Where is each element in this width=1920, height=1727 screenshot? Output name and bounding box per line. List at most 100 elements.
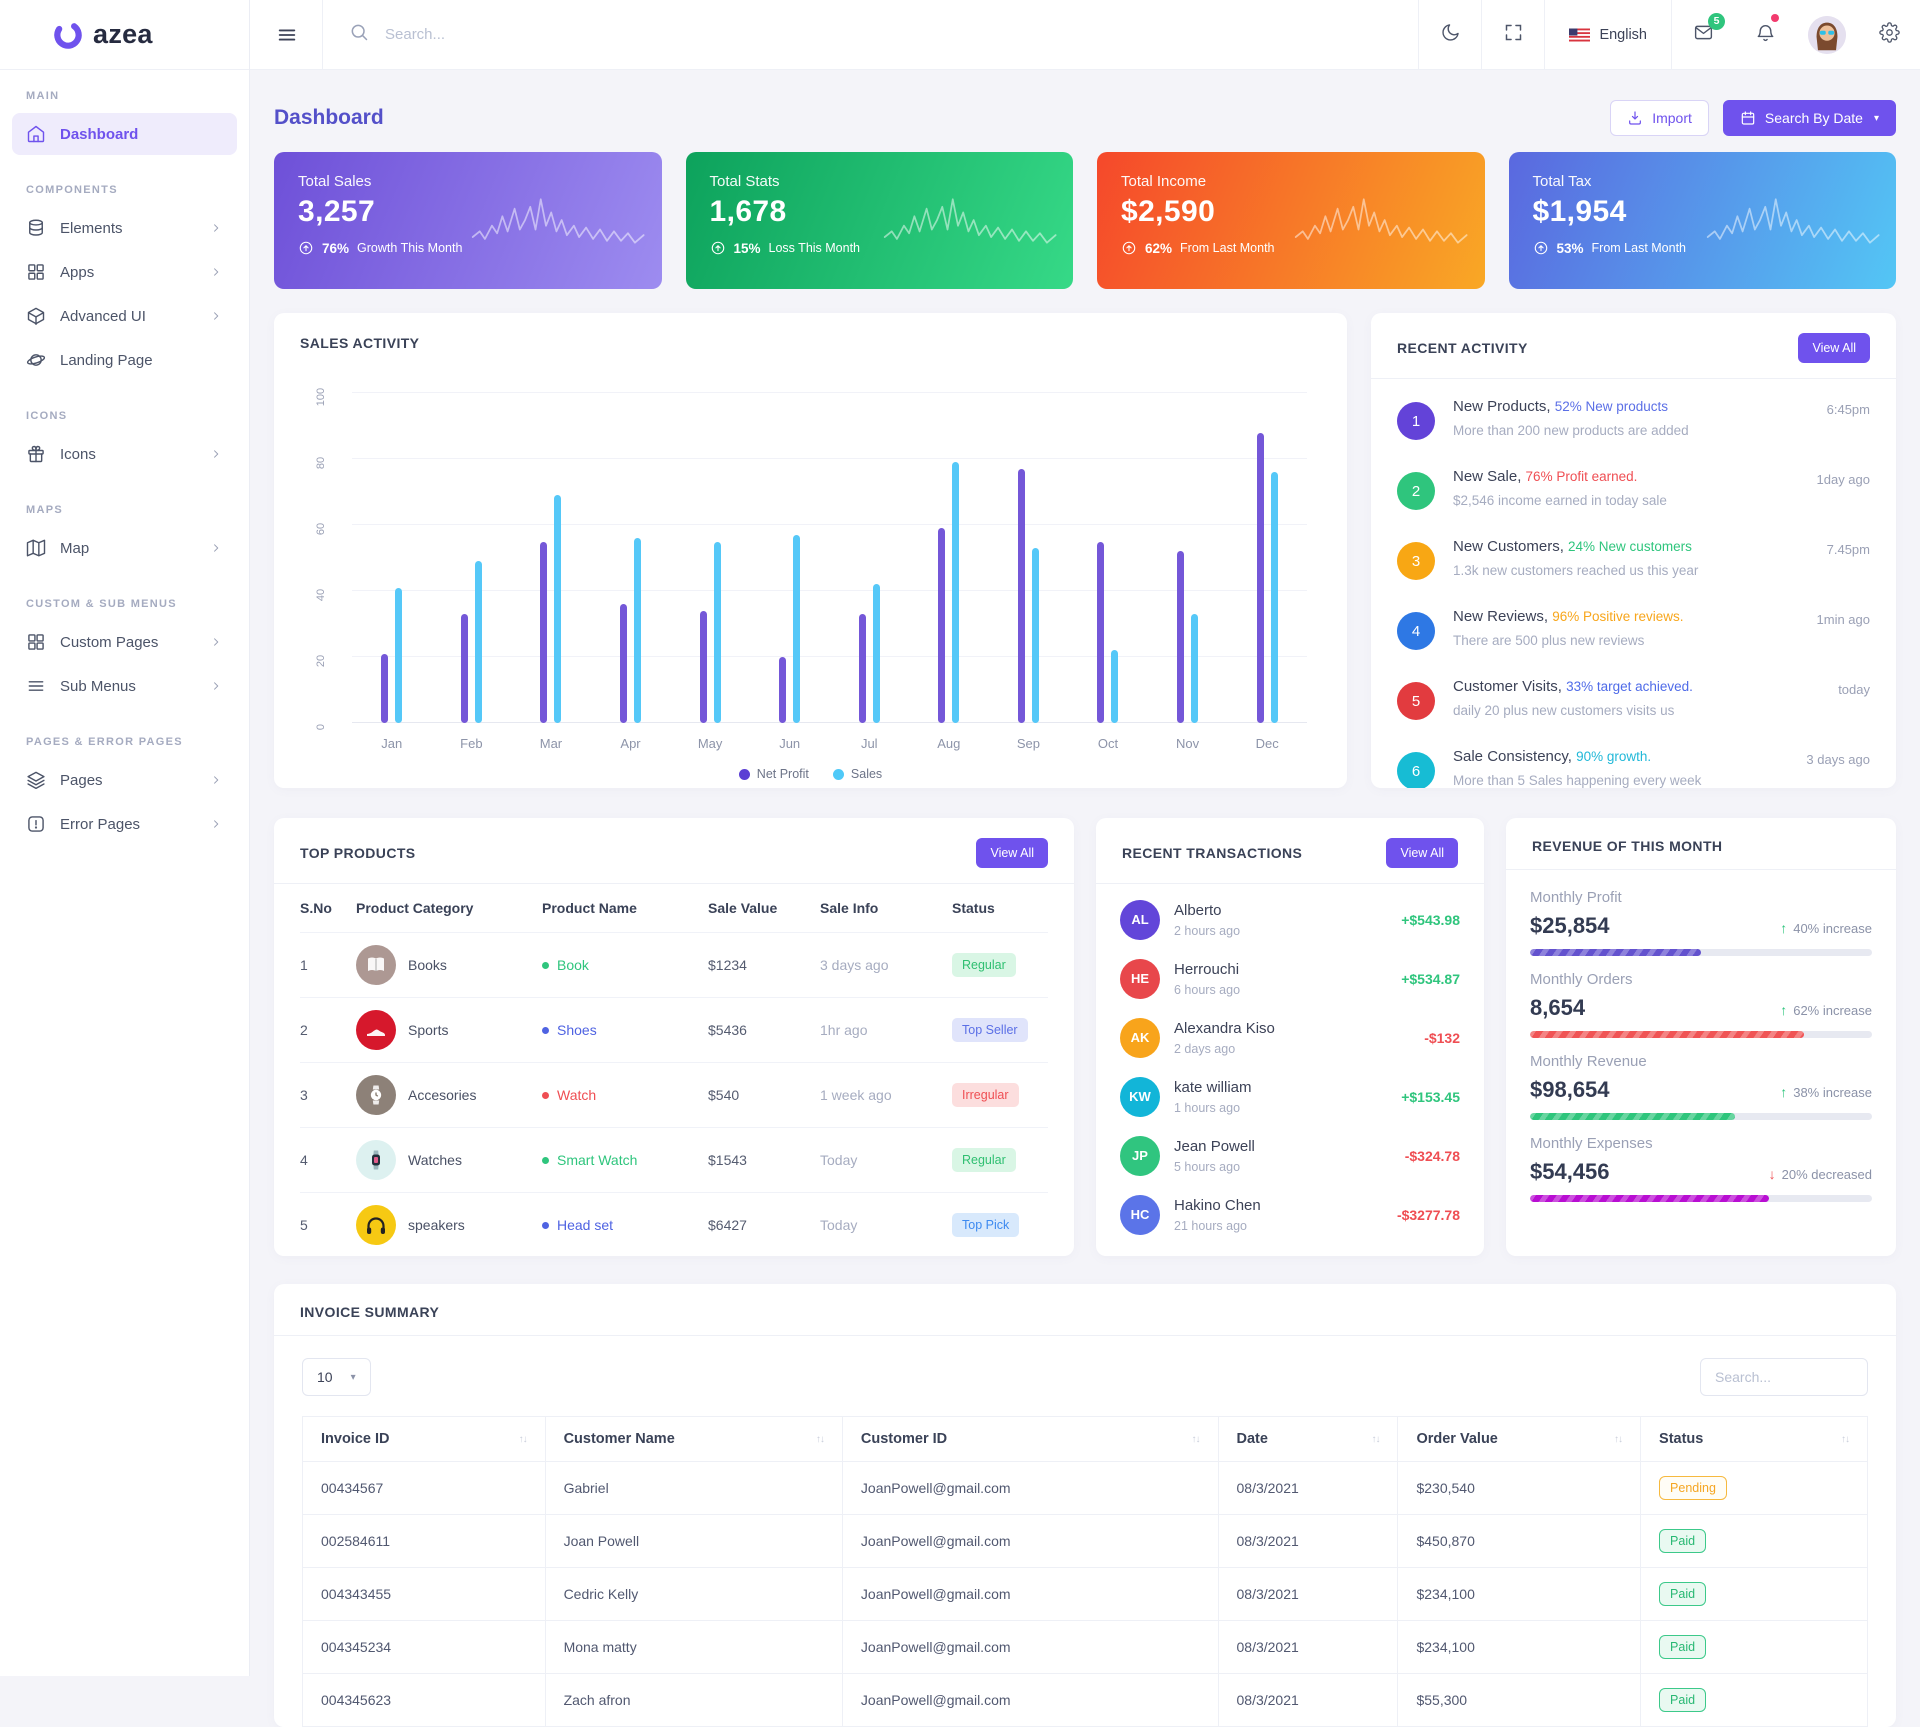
bar-net-profit [1017, 468, 1025, 723]
page-title: Dashboard [274, 106, 384, 129]
x-axis-label: Sep [1016, 736, 1040, 751]
stat-card-value: $1,954 [1532, 195, 1627, 228]
fullscreen-button[interactable] [1482, 0, 1544, 70]
sidebar-item-elements[interactable]: Elements [12, 207, 237, 249]
activity-item[interactable]: 2 New Sale, 76% Profit earned. $2,546 inco… [1397, 454, 1870, 524]
transaction-amount: -$132 [1424, 1029, 1460, 1046]
product-name-label: Book [557, 957, 589, 973]
transaction-item[interactable]: AL Alberto 2 hours ago +$543.98 [1120, 890, 1460, 949]
product-sale-value: $540 [708, 1087, 740, 1103]
transaction-time: 2 hours ago [1174, 923, 1241, 938]
page-size-select[interactable]: 10 ▾ [302, 1358, 371, 1396]
sidebar-item-landing-page[interactable]: Landing Page [12, 339, 237, 381]
date-cell: 08/3/2021 [1217, 1673, 1399, 1727]
sparkline [471, 188, 645, 254]
revenue-month-panel: REVENUE OF THIS MONTH Monthly Profit $25,… [1506, 818, 1896, 1256]
bar-net-profit [1177, 551, 1185, 723]
column-header-label: Status [1659, 1431, 1704, 1447]
activity-item[interactable]: 5 Customer Visits, 33% target achieved. da… [1397, 664, 1870, 734]
product-category: Books [356, 945, 542, 985]
settings-button[interactable] [1858, 0, 1920, 70]
sidebar-item-dashboard[interactable]: Dashboard [12, 113, 237, 155]
bar-net-profit [460, 614, 468, 723]
transaction-item[interactable]: HE Herrouchi 6 hours ago +$534.87 [1120, 949, 1460, 1008]
transaction-item[interactable]: HC Hakino Chen 21 hours ago -$3277.78 [1120, 1185, 1460, 1244]
product-name-link[interactable]: Watch [542, 1087, 708, 1103]
revenue-change-text: 62% increase [1793, 1002, 1872, 1018]
search-by-date-button[interactable]: Search By Date ▾ [1722, 100, 1896, 136]
dark-mode-toggle[interactable] [1419, 0, 1481, 70]
progress-track [1530, 949, 1872, 956]
smartwatch-icon [356, 1140, 396, 1180]
revenue-change: ↑ 38% increase [1780, 1084, 1872, 1100]
sparkline [1294, 188, 1468, 254]
transaction-item[interactable]: AK Alexandra Kiso 2 days ago -$132 [1120, 1008, 1460, 1067]
recent-transactions-view-all-button[interactable]: View All [1386, 838, 1458, 868]
sidebar-item-icons[interactable]: Icons [12, 433, 237, 475]
sortable-column-header[interactable]: Customer ID ↑↓ [841, 1416, 1219, 1462]
activity-item[interactable]: 3 New Customers, 24% New customers 1.3k ne… [1397, 524, 1870, 594]
product-sale-info: Today [820, 1217, 858, 1233]
sortable-column-header[interactable]: Date ↑↓ [1217, 1416, 1399, 1462]
sidebar-item-custom-pages[interactable]: Custom Pages [12, 621, 237, 663]
sortable-column-header[interactable]: Invoice ID ↑↓ [302, 1416, 546, 1462]
activity-title-text: Sale Consistency, [1453, 748, 1577, 765]
order-value-cell: $450,870 [1397, 1514, 1642, 1568]
activity-item[interactable]: 1 New Products, 52% New products More than… [1397, 384, 1870, 454]
stat-card-label: Total Stats [709, 173, 780, 190]
activity-title: New Sale, 76% Profit earned. [1453, 468, 1799, 485]
sidebar-item-apps[interactable]: Apps [12, 251, 237, 293]
table-row: 3 Accesories Watch $540 1 week ago Irregular [300, 1062, 1048, 1127]
brand-name: azea [93, 19, 153, 49]
sidebar-section-label: MAIN [26, 90, 60, 102]
activity-number-badge: 3 [1397, 542, 1435, 580]
sortable-column-header[interactable]: Order Value ↑↓ [1397, 1416, 1642, 1462]
revenue-line: 8,654 ↑ 62% increase [1530, 995, 1872, 1021]
notification-dot [1771, 13, 1779, 22]
x-axis-label: Dec [1255, 736, 1279, 751]
bar-sales [952, 462, 960, 723]
recent-activity-view-all-button[interactable]: View All [1798, 333, 1870, 363]
sidebar-item-error-pages[interactable]: Error Pages [12, 803, 237, 845]
top-products-view-all-button[interactable]: View All [976, 838, 1048, 868]
product-name-link[interactable]: Shoes [542, 1022, 708, 1038]
activity-item[interactable]: 4 New Reviews, 96% Positive reviews. There… [1397, 594, 1870, 664]
revenue-row: Monthly Orders 8,654 ↑ 62% increase [1530, 971, 1872, 1038]
sortable-column-header[interactable]: Customer Name ↑↓ [544, 1416, 843, 1462]
import-button[interactable]: Import [1610, 100, 1709, 136]
sidebar-item-map[interactable]: Map [12, 527, 237, 569]
notifications-button[interactable] [1734, 0, 1796, 70]
revenue-change-text: 20% decreased [1781, 1166, 1872, 1182]
product-category-label: Accesories [408, 1087, 477, 1103]
sidebar-item-pages[interactable]: Pages [12, 759, 237, 801]
activity-highlight: 52% New products [1554, 399, 1669, 414]
activity-title: Sale Consistency, 90% growth. [1453, 748, 1788, 765]
divider [1544, 0, 1546, 70]
brand[interactable]: azea [0, 0, 249, 70]
sortable-column-header[interactable]: Status ↑↓ [1640, 1416, 1868, 1462]
sidebar-item-sub-menus[interactable]: Sub Menus [12, 665, 237, 707]
product-name-link[interactable]: Smart Watch [542, 1152, 708, 1168]
product-name-link[interactable]: Head set [542, 1217, 708, 1233]
search-input[interactable] [383, 25, 803, 44]
table-row: 2 Sports Shoes $5436 1hr ago Top Seller [300, 997, 1048, 1062]
legend-label: Sales [850, 767, 883, 781]
month-column [1227, 393, 1307, 723]
transaction-item[interactable]: KW kate william 1 hours ago +$153.45 [1120, 1067, 1460, 1126]
customer-name-cell: Zach afron [544, 1673, 843, 1727]
bar-sales [872, 584, 880, 723]
activity-title: New Reviews, 96% Positive reviews. [1453, 608, 1799, 625]
language-selector[interactable]: English [1545, 0, 1671, 70]
user-menu[interactable] [1796, 0, 1858, 70]
menu-toggle-icon[interactable] [276, 24, 298, 46]
invoice-id-cell: 004345234 [302, 1620, 546, 1674]
chevron-right-icon [209, 447, 223, 461]
progress-track [1530, 1113, 1872, 1120]
messages-button[interactable]: 5 [1672, 0, 1734, 70]
activity-item[interactable]: 6 Sale Consistency, 90% growth. More than … [1397, 734, 1870, 788]
transaction-item[interactable]: JP Jean Powell 5 hours ago -$324.78 [1120, 1126, 1460, 1185]
sidebar-item-advanced-ui[interactable]: Advanced UI [12, 295, 237, 337]
invoice-search-input[interactable] [1700, 1358, 1868, 1396]
product-name-link[interactable]: Book [542, 957, 708, 973]
product-sale-value: $6427 [708, 1217, 747, 1233]
